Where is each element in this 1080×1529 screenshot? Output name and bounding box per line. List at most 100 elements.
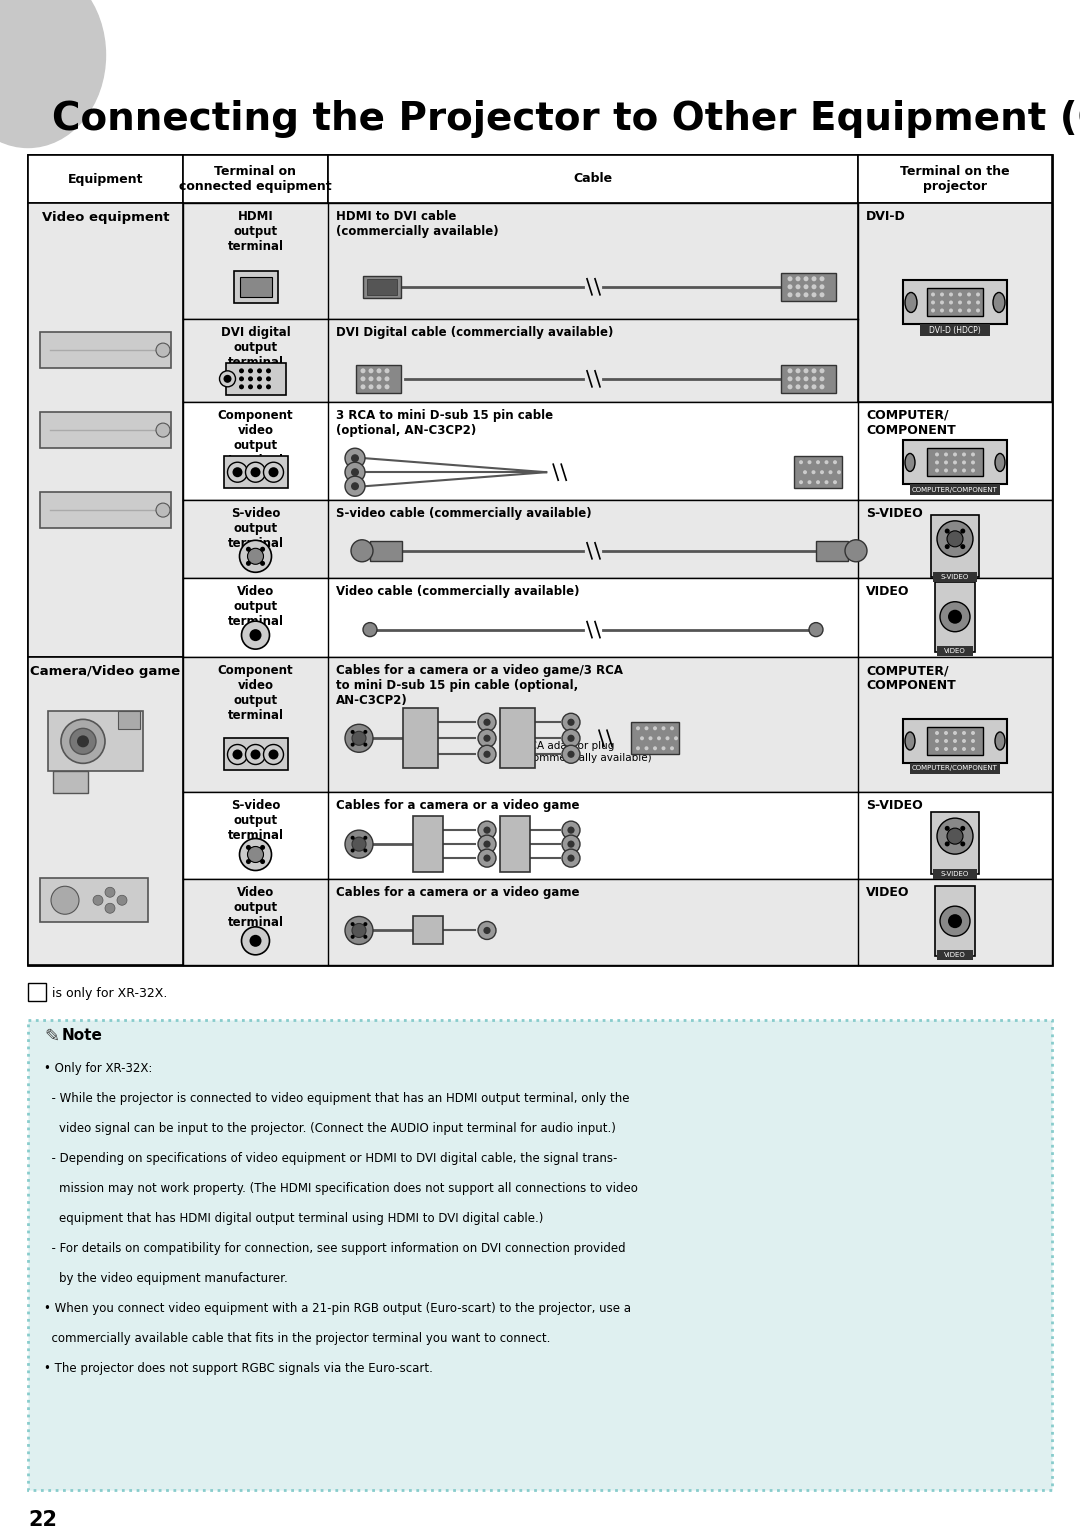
Circle shape — [248, 376, 253, 381]
Circle shape — [345, 916, 373, 945]
Text: HDMI to DVI cable
(commercially available): HDMI to DVI cable (commercially availabl… — [336, 209, 499, 239]
Circle shape — [804, 292, 809, 297]
Circle shape — [345, 448, 365, 468]
Circle shape — [808, 460, 811, 465]
Circle shape — [796, 284, 800, 289]
Circle shape — [257, 384, 262, 390]
Circle shape — [264, 462, 283, 482]
Circle shape — [648, 737, 652, 740]
Circle shape — [811, 376, 816, 381]
Circle shape — [820, 471, 824, 474]
Circle shape — [484, 827, 490, 833]
Circle shape — [249, 934, 261, 946]
Circle shape — [816, 480, 820, 485]
Circle shape — [484, 855, 490, 862]
Circle shape — [242, 621, 270, 650]
Text: Cable: Cable — [573, 173, 612, 185]
Circle shape — [239, 376, 244, 381]
Circle shape — [351, 743, 354, 746]
Circle shape — [944, 460, 948, 465]
Circle shape — [674, 737, 678, 740]
Circle shape — [820, 384, 824, 390]
FancyBboxPatch shape — [935, 581, 975, 651]
Circle shape — [962, 731, 966, 735]
FancyBboxPatch shape — [937, 950, 973, 960]
Circle shape — [363, 849, 367, 853]
Text: Cables for a camera or a video game: Cables for a camera or a video game — [336, 800, 580, 812]
Circle shape — [976, 292, 980, 297]
Circle shape — [478, 922, 496, 939]
FancyBboxPatch shape — [933, 868, 977, 879]
Circle shape — [484, 841, 490, 847]
FancyBboxPatch shape — [53, 771, 87, 794]
Circle shape — [246, 859, 251, 864]
Circle shape — [787, 368, 793, 373]
Circle shape — [562, 821, 580, 839]
Circle shape — [246, 846, 251, 850]
Circle shape — [361, 384, 365, 390]
Ellipse shape — [995, 454, 1005, 471]
Circle shape — [248, 384, 253, 390]
Circle shape — [251, 468, 260, 477]
Circle shape — [971, 453, 975, 457]
Text: 3 RCA to mini D-sub 15 pin cable
(optional, AN-C3CP2): 3 RCA to mini D-sub 15 pin cable (option… — [336, 408, 553, 437]
Text: VIDEO: VIDEO — [866, 586, 909, 598]
Circle shape — [948, 914, 962, 928]
Circle shape — [478, 745, 496, 763]
Circle shape — [368, 384, 374, 390]
Circle shape — [657, 737, 661, 740]
Circle shape — [567, 734, 575, 742]
Text: Video cable (commercially available): Video cable (commercially available) — [336, 586, 580, 598]
Text: Terminal on
connected equipment: Terminal on connected equipment — [179, 165, 332, 193]
Circle shape — [804, 368, 809, 373]
Circle shape — [949, 309, 953, 312]
Text: Component
video
output
terminal: Component video output terminal — [218, 408, 294, 466]
Text: Video equipment: Video equipment — [42, 211, 170, 225]
FancyBboxPatch shape — [226, 362, 285, 394]
Text: by the video equipment manufacturer.: by the video equipment manufacturer. — [44, 1272, 287, 1284]
FancyBboxPatch shape — [224, 456, 287, 488]
Circle shape — [945, 544, 949, 549]
Circle shape — [51, 887, 79, 914]
FancyBboxPatch shape — [910, 485, 1000, 495]
Circle shape — [935, 748, 939, 751]
Circle shape — [948, 610, 962, 624]
FancyBboxPatch shape — [240, 277, 271, 297]
Circle shape — [960, 841, 966, 847]
Circle shape — [260, 547, 265, 552]
Circle shape — [953, 731, 957, 735]
Circle shape — [247, 847, 264, 862]
Ellipse shape — [905, 292, 917, 312]
Circle shape — [960, 529, 966, 534]
Circle shape — [931, 292, 935, 297]
FancyBboxPatch shape — [224, 739, 287, 771]
Circle shape — [117, 896, 127, 905]
FancyBboxPatch shape — [118, 711, 140, 729]
FancyBboxPatch shape — [28, 657, 1052, 792]
Circle shape — [260, 561, 265, 566]
FancyBboxPatch shape — [816, 541, 848, 561]
Circle shape — [824, 460, 828, 465]
Circle shape — [478, 835, 496, 853]
Circle shape — [935, 453, 939, 457]
Circle shape — [93, 896, 103, 905]
Circle shape — [562, 849, 580, 867]
Circle shape — [845, 540, 867, 561]
Circle shape — [352, 731, 366, 745]
Circle shape — [787, 384, 793, 390]
Circle shape — [971, 731, 975, 735]
FancyBboxPatch shape — [927, 448, 983, 477]
Circle shape — [971, 468, 975, 472]
Circle shape — [953, 739, 957, 743]
Text: - While the projector is connected to video equipment that has an HDMI output te: - While the projector is connected to vi… — [44, 1092, 630, 1105]
Circle shape — [156, 342, 170, 358]
FancyBboxPatch shape — [500, 708, 535, 768]
Circle shape — [352, 924, 366, 937]
Circle shape — [962, 748, 966, 751]
Circle shape — [940, 292, 944, 297]
Text: S-VIDEO: S-VIDEO — [941, 872, 969, 878]
FancyBboxPatch shape — [931, 515, 978, 576]
Circle shape — [787, 292, 793, 297]
Circle shape — [377, 376, 381, 381]
Circle shape — [248, 368, 253, 373]
